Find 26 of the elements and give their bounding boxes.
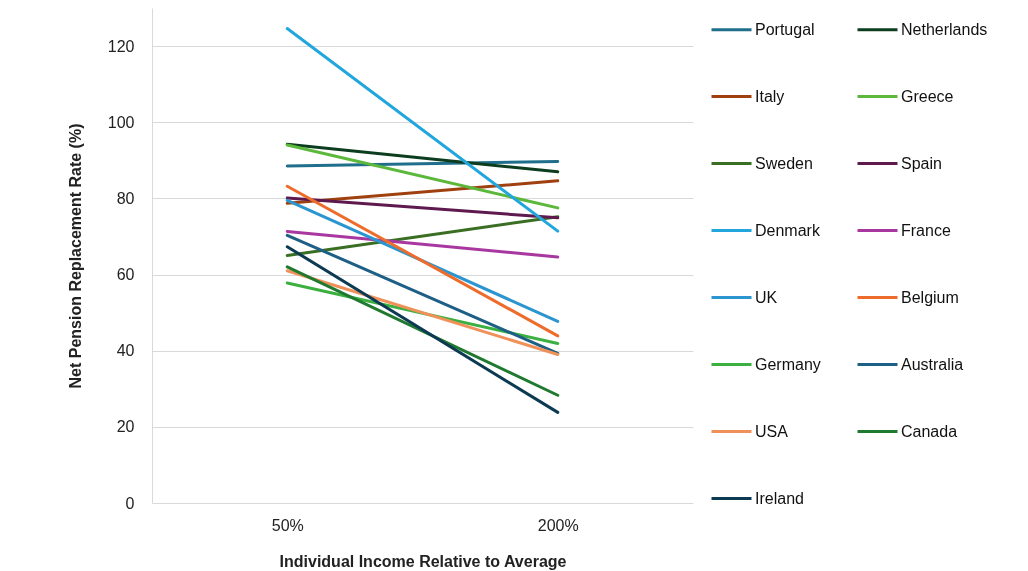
legend-label: Germany [755, 355, 821, 373]
x-tick-label: 50% [271, 516, 304, 534]
legend-label: Belgium [901, 288, 959, 306]
x-tick-label: 200% [537, 516, 579, 534]
legend-label: UK [755, 288, 778, 306]
y-tick-label: 0 [125, 494, 135, 512]
y-tick-label: 40 [116, 342, 135, 360]
legend-label: Sweden [755, 154, 813, 172]
legend-label: Ireland [755, 489, 804, 507]
legend-label: Spain [901, 154, 942, 172]
legend-label: Canada [901, 422, 958, 440]
y-tick-label: 120 [107, 37, 135, 55]
y-tick-label: 20 [116, 418, 135, 436]
legend-label: Portugal [755, 20, 815, 38]
y-tick-label: 80 [116, 189, 135, 207]
y-axis-title: Net Pension Replacement Rate (%) [66, 123, 84, 389]
legend-label: Netherlands [901, 20, 988, 38]
legend-label: Italy [755, 87, 785, 105]
legend-label: France [901, 221, 951, 239]
legend-label: Australia [901, 355, 964, 373]
y-tick-label: 100 [107, 113, 135, 131]
legend-label: USA [755, 422, 789, 440]
y-tick-label: 60 [116, 266, 135, 284]
legend-label: Denmark [755, 221, 821, 239]
legend-label: Greece [901, 87, 954, 105]
x-axis-title: Individual Income Relative to Average [279, 552, 567, 570]
